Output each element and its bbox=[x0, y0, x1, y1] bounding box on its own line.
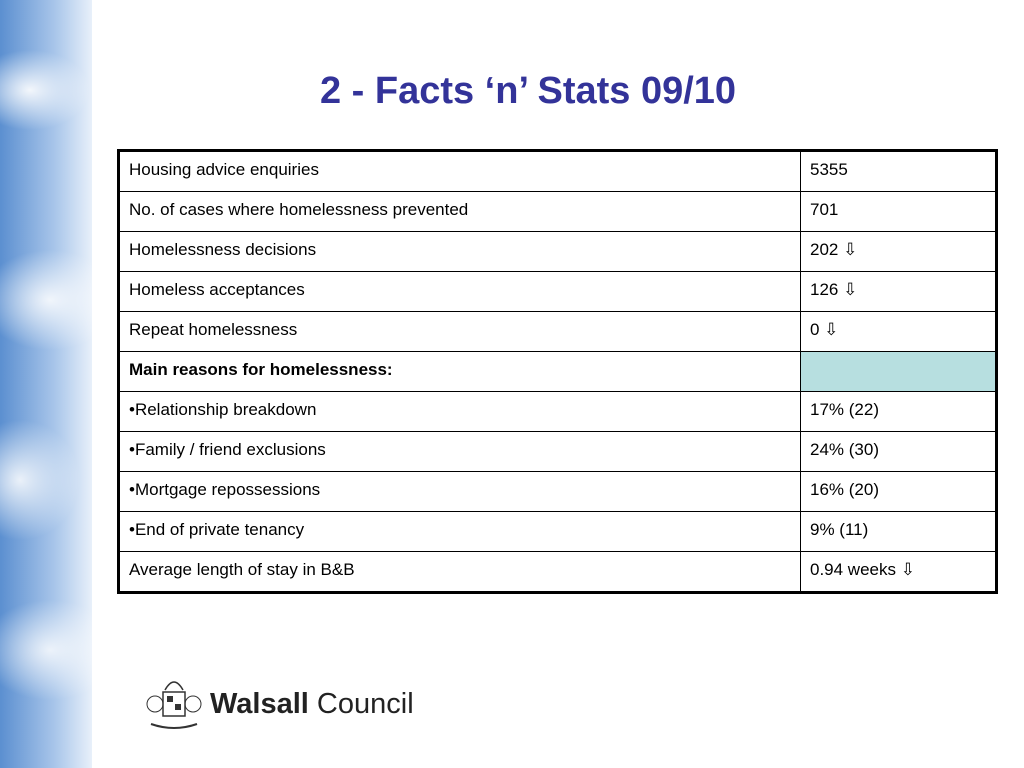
logo-text: Walsall Council bbox=[210, 688, 414, 721]
row-label: Main reasons for homelessness: bbox=[118, 351, 801, 392]
row-label: Homelessness decisions bbox=[118, 231, 801, 272]
row-value: 5355 bbox=[800, 150, 997, 192]
table-row: Homeless acceptances 126 ⇩ bbox=[118, 271, 997, 312]
stats-table: Housing advice enquiries 5355 No. of cases… bbox=[117, 149, 998, 594]
row-value: 24% (30) bbox=[800, 431, 997, 472]
row-label: •Family / friend exclusions bbox=[118, 431, 801, 472]
row-label: Repeat homelessness bbox=[118, 311, 801, 352]
row-label: Homeless acceptances bbox=[118, 271, 801, 312]
table-row: No. of cases where homelessness prevente… bbox=[118, 191, 997, 232]
table-row: •Family / friend exclusions 24% (30) bbox=[118, 431, 997, 472]
row-label: No. of cases where homelessness prevente… bbox=[118, 191, 801, 232]
row-label: •End of private tenancy bbox=[118, 511, 801, 552]
logo-suffix: Council bbox=[316, 688, 414, 720]
table-row: Housing advice enquiries 5355 bbox=[118, 150, 997, 192]
crest-icon bbox=[146, 681, 202, 729]
row-label: •Relationship breakdown bbox=[118, 391, 801, 432]
slide-title: 2 - Facts ‘n’ Stats 09/10 bbox=[319, 70, 737, 112]
row-label: Average length of stay in B&B bbox=[118, 551, 801, 593]
row-value: 202 ⇩ bbox=[800, 231, 997, 272]
table-row: Homelessness decisions 202 ⇩ bbox=[118, 231, 997, 272]
table-row: Repeat homelessness 0 ⇩ bbox=[118, 311, 997, 352]
row-value: 0 ⇩ bbox=[800, 311, 997, 352]
table-row: Main reasons for homelessness: bbox=[118, 351, 997, 392]
sky-strip bbox=[0, 0, 92, 768]
table-row: Average length of stay in B&B 0.94 weeks … bbox=[118, 551, 997, 593]
row-value: 0.94 weeks ⇩ bbox=[800, 551, 997, 593]
table-row: •End of private tenancy 9% (11) bbox=[118, 511, 997, 552]
row-value: 701 bbox=[800, 191, 997, 232]
row-label: Housing advice enquiries bbox=[118, 150, 801, 192]
empty-cell bbox=[800, 351, 997, 392]
row-value: 17% (22) bbox=[800, 391, 997, 432]
table-row: •Mortgage repossessions 16% (20) bbox=[118, 471, 997, 512]
row-value: 126 ⇩ bbox=[800, 271, 997, 312]
table-row: •Relationship breakdown 17% (22) bbox=[118, 391, 997, 432]
row-label: •Mortgage repossessions bbox=[118, 471, 801, 512]
row-value: 9% (11) bbox=[800, 511, 997, 552]
logo-name: Walsall bbox=[210, 688, 309, 720]
row-value: 16% (20) bbox=[800, 471, 997, 512]
